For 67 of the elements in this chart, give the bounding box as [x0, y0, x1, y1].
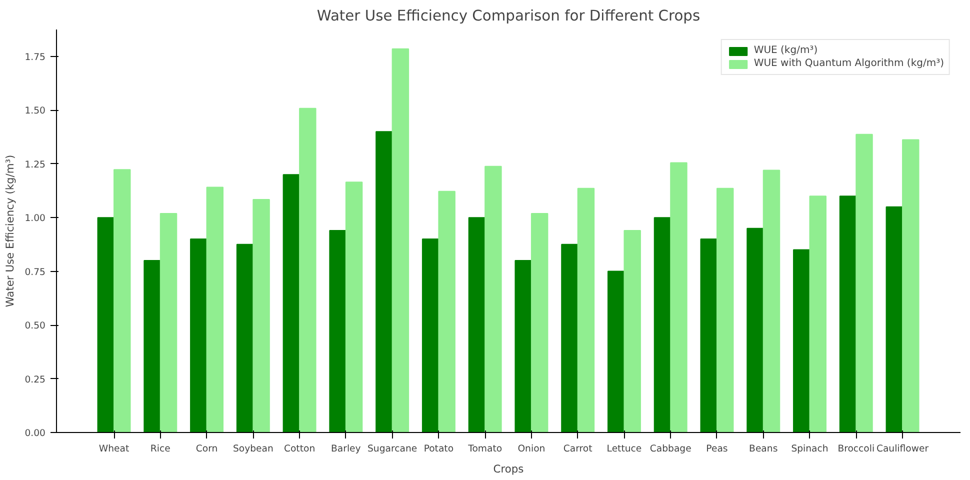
bar — [438, 190, 456, 432]
y-tick-label: 1.00 — [24, 213, 46, 224]
bar — [716, 188, 734, 432]
bar — [762, 170, 780, 432]
bar — [376, 131, 393, 432]
bar — [144, 260, 161, 432]
bar — [252, 199, 270, 432]
bar — [670, 162, 688, 432]
x-tick-label: Wheat — [98, 444, 130, 454]
x-tick-label: Lettuce — [606, 444, 642, 454]
bar — [236, 244, 254, 432]
y-axis-title: Water Use Efficiency (kg/m³) — [4, 154, 17, 308]
x-tick-label: Corn — [196, 444, 218, 454]
bar — [607, 270, 625, 432]
y-tick-label: 0.00 — [24, 428, 46, 439]
bar — [809, 196, 826, 432]
bar — [206, 186, 224, 432]
y-tick-label: 0.25 — [24, 374, 46, 386]
legend-label: WUE (kg/m³) — [754, 45, 818, 56]
x-tick-label: Sugarcane — [368, 444, 418, 454]
bar — [654, 217, 672, 432]
y-tick-label: 1.25 — [24, 159, 46, 170]
bar — [160, 212, 178, 432]
x-tick-label: Peas — [706, 444, 728, 454]
x-tick-label: Rice — [150, 444, 171, 454]
bar — [839, 196, 857, 432]
x-tick-label: Tomato — [467, 444, 502, 454]
bar — [746, 228, 764, 432]
bar — [886, 206, 904, 432]
bar — [624, 230, 641, 432]
bar — [902, 139, 920, 432]
bar — [299, 108, 316, 432]
bar — [329, 230, 346, 432]
x-tick-label: Soybean — [232, 444, 274, 454]
x-tick-label: Barley — [331, 444, 362, 454]
x-tick-label: Onion — [518, 444, 546, 454]
bar — [793, 249, 810, 432]
bar — [561, 244, 578, 432]
x-tick-label: Carrot — [563, 444, 593, 454]
x-tick-label: Beans — [749, 444, 778, 454]
x-tick-label: Spinach — [791, 444, 828, 454]
x-tick-label: Cauliflower — [876, 444, 929, 454]
x-tick-label: Cabbage — [650, 444, 692, 454]
y-tick-label: 0.75 — [24, 266, 46, 278]
bar — [700, 238, 718, 432]
x-axis-title: Crops — [493, 462, 524, 476]
bar — [392, 48, 410, 432]
bar — [530, 212, 548, 432]
x-tick-label: Potato — [424, 444, 454, 454]
bar — [856, 134, 873, 432]
bar — [468, 217, 486, 432]
bar — [282, 174, 300, 432]
x-tick-label: Broccoli — [838, 444, 875, 454]
bar — [97, 217, 115, 432]
bar — [577, 188, 595, 432]
bar — [190, 238, 208, 432]
chart-title: Water Use Efficiency Comparison for Different Crops — [316, 8, 700, 24]
bar — [484, 166, 502, 432]
y-tick-label: 1.50 — [24, 106, 46, 117]
legend-label: WUE with Quantum Algorithm (kg/m³) — [754, 58, 944, 69]
bar — [514, 260, 532, 432]
y-tick-label: 1.75 — [24, 52, 46, 63]
y-tick-label: 0.50 — [24, 320, 46, 332]
bar — [422, 238, 440, 432]
x-tick-label: Cotton — [284, 444, 316, 454]
bar — [345, 182, 363, 432]
bar — [114, 169, 131, 432]
